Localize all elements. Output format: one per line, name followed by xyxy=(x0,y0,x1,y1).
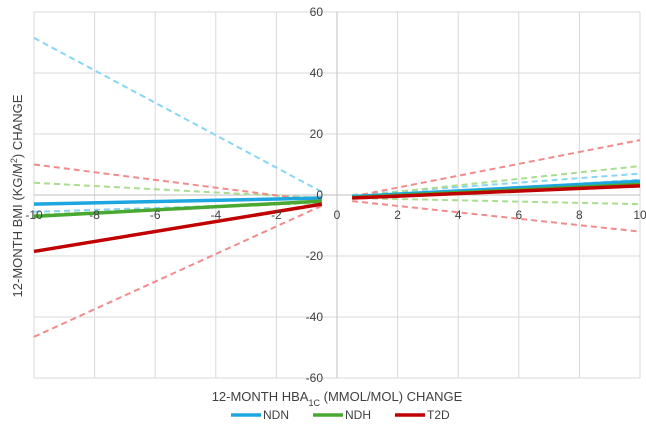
y-tick-label: -60 xyxy=(306,371,324,385)
ci-bound-ndn xyxy=(352,172,641,196)
x-tick-label: 2 xyxy=(394,208,401,222)
y-tick-label: 60 xyxy=(310,5,324,19)
ci-bound-ndh xyxy=(352,165,641,198)
x-tick-label: -6 xyxy=(150,208,161,222)
y-tick-label: -20 xyxy=(306,249,324,263)
y-tick-label: -40 xyxy=(306,310,324,324)
x-tick-label: 8 xyxy=(576,208,583,222)
legend-label-ndh: NDH xyxy=(345,408,371,422)
series-line-t2d xyxy=(33,202,323,254)
ci-bound-ndn xyxy=(33,37,323,193)
x-tick-label: -8 xyxy=(89,208,100,222)
x-tick-label: 10 xyxy=(633,208,646,222)
x-tick-label: 4 xyxy=(455,208,462,222)
confidence-bounds xyxy=(33,37,641,338)
ci-bound-ndh xyxy=(33,181,322,200)
x-tick-label: 6 xyxy=(515,208,522,222)
series-line-ndn xyxy=(33,196,322,206)
series-lines xyxy=(33,179,641,254)
x-axis-title: 12-MONTH HBA1C (MMOL/MOL) CHANGE xyxy=(212,389,463,408)
ci-bound-ndh xyxy=(352,197,641,206)
ci-bound-t2d xyxy=(33,163,322,203)
x-tick-label: -4 xyxy=(210,208,221,222)
ci-bound-t2d xyxy=(33,204,323,338)
x-tick-label: -2 xyxy=(271,208,282,222)
series-line-ndh xyxy=(33,199,322,219)
y-axis-title: 12-MONTH BMI (KG/M2) CHANGE xyxy=(9,94,25,297)
ci-bound-t2d xyxy=(352,200,641,233)
legend-label-t2d: T2D xyxy=(427,408,450,422)
series-line-t2d xyxy=(352,184,641,200)
y-tick-label: 0 xyxy=(316,188,323,202)
legend: NDN NDH T2D xyxy=(231,408,450,422)
y-tick-label: 40 xyxy=(310,66,324,80)
x-tick-label: 0 xyxy=(334,208,341,222)
grid xyxy=(33,11,641,379)
ci-bound-t2d xyxy=(351,139,641,198)
x-tick-label: -10 xyxy=(25,208,43,222)
legend-label-ndn: NDN xyxy=(263,408,289,422)
y-tick-label: 20 xyxy=(310,127,324,141)
